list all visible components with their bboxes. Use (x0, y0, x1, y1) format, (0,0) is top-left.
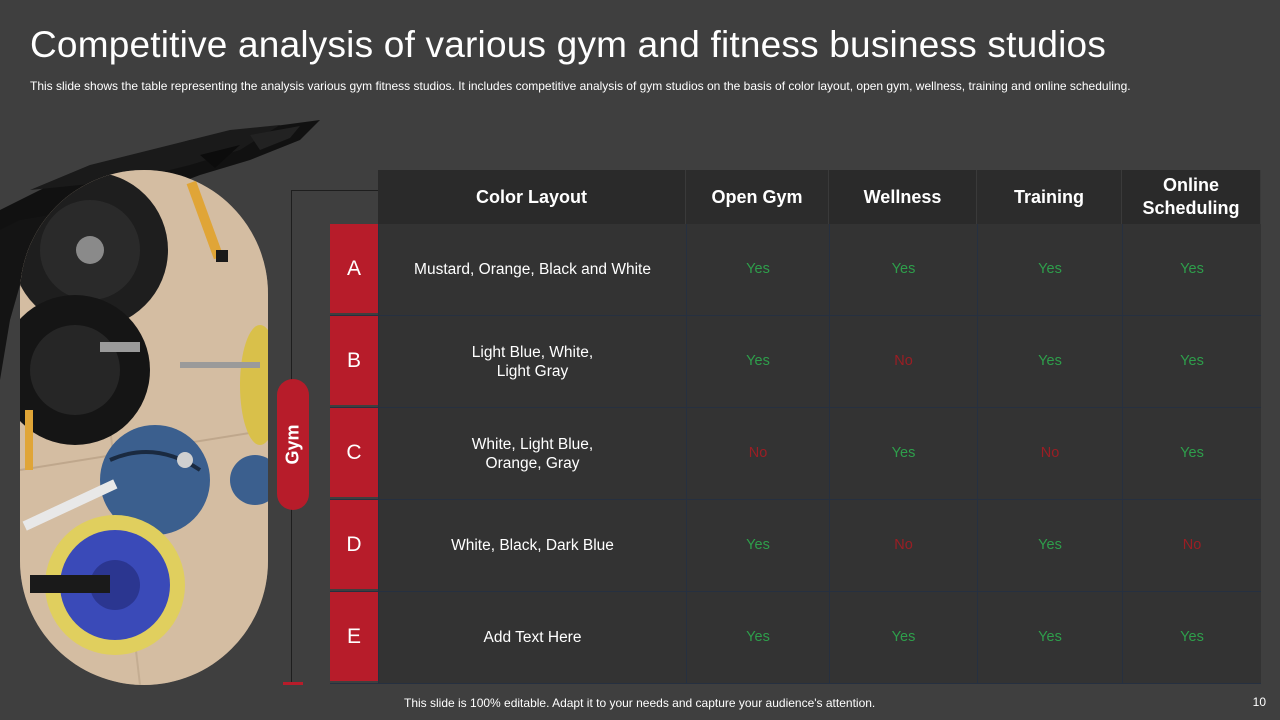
slide-subtitle: This slide shows the table representing … (30, 79, 1131, 93)
cell-online-scheduling: No (1122, 500, 1261, 591)
cell-color-layout: Mustard, Orange, Black and White (378, 224, 686, 315)
row-letter: D (330, 500, 378, 591)
cell-training: Yes (977, 316, 1122, 407)
cell-open-gym: Yes (686, 500, 829, 591)
cell-online-scheduling: Yes (1122, 408, 1261, 499)
cell-open-gym: Yes (686, 592, 829, 683)
cell-online-scheduling: Yes (1122, 592, 1261, 683)
table-row: D White, Black, Dark Blue Yes No Yes No (330, 500, 1261, 592)
bracket-red-tick (283, 682, 303, 685)
slide-footer: This slide is 100% editable. Adapt it to… (404, 696, 876, 710)
cell-wellness: Yes (829, 408, 977, 499)
header-wellness: Wellness (829, 170, 977, 224)
cell-open-gym: No (686, 408, 829, 499)
cell-training: No (977, 408, 1122, 499)
cell-color-layout: Light Blue, White, Light Gray (378, 316, 686, 407)
cell-color-layout: White, Black, Dark Blue (378, 500, 686, 591)
table-row: B Light Blue, White, Light Gray Yes No Y… (330, 316, 1261, 408)
table-header-row: Color Layout Open Gym Wellness Training … (378, 170, 1261, 224)
cell-online-scheduling: Yes (1122, 224, 1261, 315)
cell-online-scheduling: Yes (1122, 316, 1261, 407)
cell-wellness: Yes (829, 592, 977, 683)
cell-wellness: Yes (829, 224, 977, 315)
table-row: C White, Light Blue, Orange, Gray No Yes… (330, 408, 1261, 500)
cell-training: Yes (977, 224, 1122, 315)
gym-equipment-photo (20, 170, 268, 685)
cell-color-layout: White, Light Blue, Orange, Gray (378, 408, 686, 499)
row-letter: B (330, 316, 378, 407)
cell-training: Yes (977, 500, 1122, 591)
cell-wellness: No (829, 316, 977, 407)
comparison-table: A Mustard, Orange, Black and White Yes Y… (330, 224, 1261, 685)
cell-open-gym: Yes (686, 316, 829, 407)
table-row: E Add Text Here Yes Yes Yes Yes (330, 592, 1261, 684)
header-open-gym: Open Gym (686, 170, 829, 224)
gym-side-label-text: Gym (282, 424, 303, 465)
header-training: Training (977, 170, 1122, 224)
bracket-top-line (291, 190, 401, 191)
row-letter: C (330, 408, 378, 499)
brush-stroke-decoration (0, 120, 320, 380)
header-online-scheduling: Online Scheduling (1122, 170, 1261, 224)
cell-training: Yes (977, 592, 1122, 683)
row-letter: A (330, 224, 378, 315)
row-letter: E (330, 592, 378, 683)
gym-side-label: Gym (277, 379, 309, 510)
header-color-layout: Color Layout (378, 170, 686, 224)
cell-color-layout: Add Text Here (378, 592, 686, 683)
page-number: 10 (1252, 695, 1266, 709)
cell-open-gym: Yes (686, 224, 829, 315)
slide-title: Competitive analysis of various gym and … (30, 24, 1107, 65)
cell-wellness: No (829, 500, 977, 591)
table-row: A Mustard, Orange, Black and White Yes Y… (330, 224, 1261, 316)
